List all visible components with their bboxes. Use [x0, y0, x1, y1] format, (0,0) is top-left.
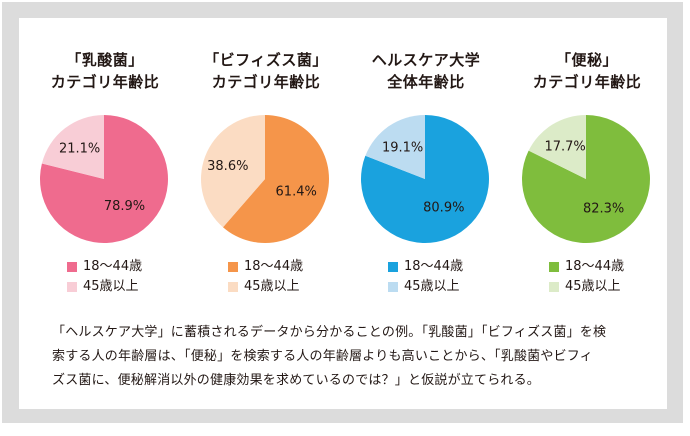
legend-item-under-45: 18〜44歳: [228, 257, 303, 277]
legend-label: 18〜44歳: [565, 259, 625, 274]
pie-slice-under-45: [39, 115, 168, 243]
pie-slice-value-label: 61.4%: [276, 185, 317, 200]
chart-title-line-2: カテゴリ年齢比: [211, 73, 321, 91]
pie-slice-45-plus: [528, 115, 586, 179]
chart-lactic-acid-bacteria: 「乳酸菌」 カテゴリ年齢比 78.9% 21.1% 18〜44歳 45歳以上: [25, 18, 185, 318]
figure-panel: 「乳酸菌」 カテゴリ年齢比 78.9% 21.1% 18〜44歳 45歳以上 「ビ…: [19, 18, 667, 409]
chart-title-line-2: カテゴリ年齢比: [50, 73, 160, 91]
legend-label: 45歳以上: [244, 279, 300, 294]
pie-slice-under-45: [521, 115, 650, 243]
chart-title-line-1: 「ビフィズス菌」: [204, 51, 328, 69]
chart-healthcare-university-overall: ヘルスケア大学 全体年齢比 80.9% 19.1% 18〜44歳 45歳以上: [346, 18, 506, 318]
legend-label: 45歳以上: [83, 279, 139, 294]
pie-chart: 80.9% 19.1%: [361, 115, 490, 243]
legend: 18〜44歳 45歳以上: [228, 257, 303, 297]
legend: 18〜44歳 45歳以上: [67, 257, 142, 297]
pie-chart: 82.3% 17.7%: [521, 115, 650, 243]
legend-label: 45歳以上: [404, 279, 460, 294]
figure-frame: 「乳酸菌」 カテゴリ年齢比 78.9% 21.1% 18〜44歳 45歳以上 「ビ…: [2, 2, 683, 423]
legend-item-45-plus: 45歳以上: [67, 277, 142, 297]
chart-title-line-2: 全体年齢比: [387, 73, 465, 91]
legend-item-under-45: 18〜44歳: [549, 257, 624, 277]
legend-label: 45歳以上: [565, 279, 621, 294]
chart-title-line-1: 「乳酸菌」: [66, 51, 144, 69]
chart-title-line-1: ヘルスケア大学: [371, 51, 481, 69]
legend: 18〜44歳 45歳以上: [549, 257, 624, 297]
legend-swatch: [67, 262, 77, 272]
chart-title-line-2: カテゴリ年齢比: [532, 73, 642, 91]
legend-swatch: [388, 282, 398, 292]
chart-title: 「乳酸菌」 カテゴリ年齢比: [25, 49, 185, 93]
figure-caption: 「ヘルスケア大学」に蓄積されるデータから分かることの例。「乳酸菌」「ビフィズス菌…: [52, 321, 642, 393]
chart-title: 「ビフィズス菌」 カテゴリ年齢比: [186, 49, 346, 93]
legend-swatch: [228, 282, 238, 292]
chart-title: ヘルスケア大学 全体年齢比: [346, 49, 506, 93]
pie-chart: 61.4% 38.6%: [201, 115, 330, 243]
pie-slice-under-45: [361, 115, 490, 243]
pie-slice-value-label: 82.3%: [583, 201, 624, 216]
legend-item-45-plus: 45歳以上: [549, 277, 624, 297]
chart-constipation: 「便秘」 カテゴリ年齢比 82.3% 17.7% 18〜44歳 45歳以上: [507, 18, 667, 318]
pie-slice-value-label: 38.6%: [207, 159, 248, 174]
legend-swatch: [549, 282, 559, 292]
legend-swatch: [228, 262, 238, 272]
chart-title: 「便秘」 カテゴリ年齢比: [507, 49, 667, 93]
legend-item-45-plus: 45歳以上: [228, 277, 303, 297]
legend-label: 18〜44歳: [404, 259, 464, 274]
legend-swatch: [388, 262, 398, 272]
legend-label: 18〜44歳: [244, 259, 304, 274]
legend-item-under-45: 18〜44歳: [388, 257, 463, 277]
chart-bifidobacteria: 「ビフィズス菌」 カテゴリ年齢比 61.4% 38.6% 18〜44歳 45歳以上: [186, 18, 346, 318]
pie-slice-value-label: 80.9%: [423, 201, 464, 216]
pie-slice-value-label: 21.1%: [59, 142, 100, 157]
legend: 18〜44歳 45歳以上: [388, 257, 463, 297]
legend-item-under-45: 18〜44歳: [67, 257, 142, 277]
legend-swatch: [549, 262, 559, 272]
caption-line: 「ヘルスケア大学」に蓄積されるデータから分かることの例。「乳酸菌」「ビフィズス菌…: [52, 325, 607, 340]
legend-label: 18〜44歳: [83, 259, 143, 274]
caption-line: 索する人の年齢層は、「便秘」を検索する人の年齢層よりも高いことから、「乳酸菌やビ…: [52, 349, 593, 364]
pie-slice-45-plus: [41, 114, 104, 179]
pie-slice-45-plus: [201, 115, 265, 228]
caption-line: ズス菌に、便秘解消以外の健康効果を求めているのでは？」と仮説が立てられる。: [52, 373, 541, 388]
pie-slice-under-45: [222, 115, 330, 243]
pie-slice-45-plus: [365, 115, 425, 179]
legend-swatch: [67, 282, 77, 292]
legend-item-45-plus: 45歳以上: [388, 277, 463, 297]
pie-chart: 78.9% 21.1%: [39, 114, 168, 243]
pie-slice-value-label: 78.9%: [104, 199, 145, 214]
pie-slice-value-label: 19.1%: [382, 140, 423, 155]
chart-title-line-1: 「便秘」: [555, 51, 618, 69]
pie-slice-value-label: 17.7%: [544, 139, 585, 154]
